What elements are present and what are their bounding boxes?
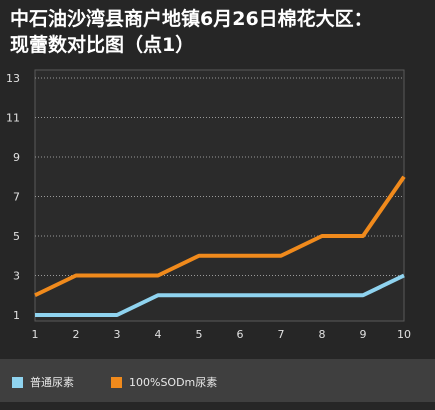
legend-label-series-1: 普通尿素: [30, 376, 74, 389]
plot-area: [34, 69, 405, 322]
x-tick-label-7: 7: [278, 328, 285, 341]
series-line-2: [34, 175, 406, 298]
legend-item-series-2: 100%SODm尿素: [111, 374, 217, 390]
x-tick-label-4: 4: [155, 328, 162, 341]
y-tick-label-13: 13: [6, 72, 20, 85]
y-tick-label-3: 3: [13, 270, 20, 283]
x-tick-label-1: 1: [32, 328, 39, 341]
y-tick-label-11: 11: [6, 112, 20, 125]
y-tick-label-1: 1: [13, 309, 20, 322]
x-tick-label-2: 2: [73, 328, 80, 341]
y-tick-label-9: 9: [13, 151, 20, 164]
y-tick-label-5: 5: [13, 230, 20, 243]
legend-swatch-series-2: [111, 376, 122, 388]
legend-swatch-series-1: [12, 376, 23, 388]
x-tick-label-3: 3: [114, 328, 121, 341]
legend-item-series-1: 普通尿素: [12, 374, 74, 390]
x-tick-label-6: 6: [237, 328, 244, 341]
y-tick-label-7: 7: [13, 191, 20, 204]
legend-label-series-2: 100%SODm尿素: [129, 376, 218, 389]
legend: 普通尿素 100%SODm尿素: [0, 359, 435, 402]
x-tick-label-9: 9: [360, 328, 367, 341]
x-tick-label-5: 5: [196, 328, 203, 341]
chart-title: 中石油沙湾县商户地镇6月26日棉花大区： 现蕾数对比图（点1）: [10, 8, 373, 56]
x-tick-label-8: 8: [319, 328, 326, 341]
series-line-1: [35, 273, 405, 317]
x-tick-label-10: 10: [397, 328, 411, 341]
